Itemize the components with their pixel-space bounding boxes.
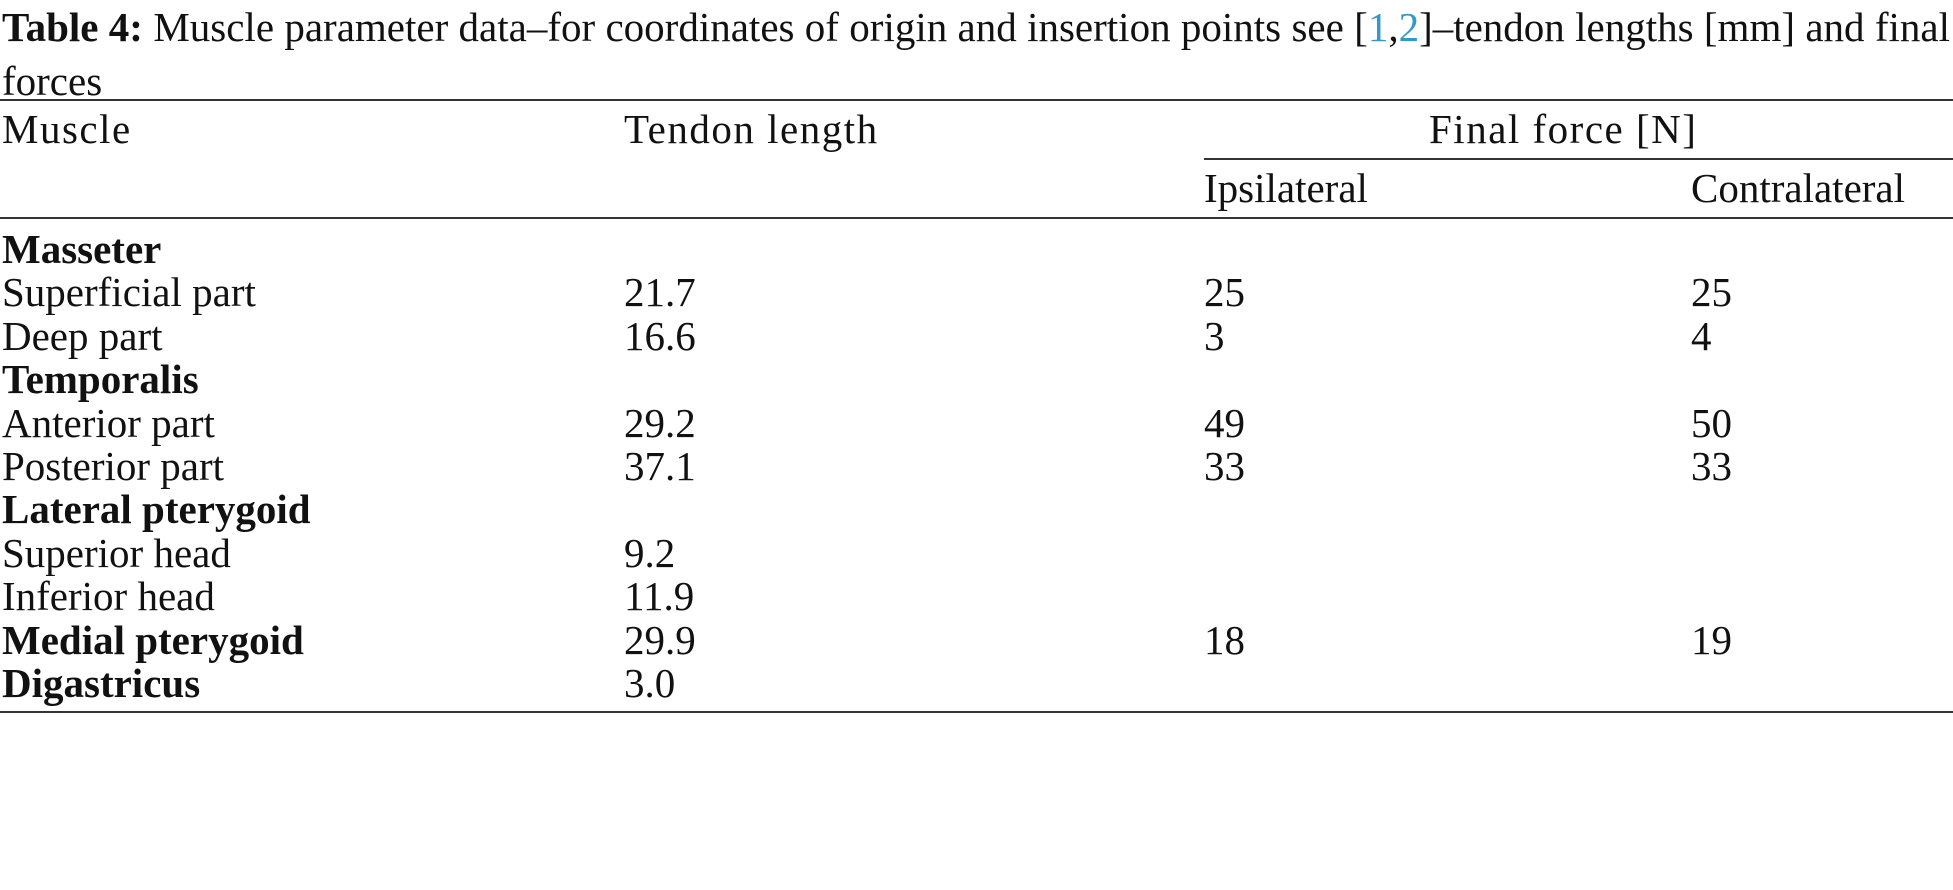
muscle-cell: Medial pterygoid (2, 616, 304, 663)
tendon-length-cell: 11.9 (624, 573, 695, 620)
muscle-cell: Superficial part (2, 269, 256, 316)
tendon-length-cell: 29.9 (624, 616, 696, 663)
top-rule (0, 99, 1953, 101)
ipsilateral-force-cell: 18 (1204, 616, 1245, 663)
muscle-cell: Digastricus (2, 660, 201, 706)
contralateral-force-cell: 19 (1691, 616, 1732, 663)
bottom-rule (0, 711, 1953, 713)
muscle-cell: Anterior part (2, 399, 215, 446)
tendon-length-cell: 3.0 (624, 660, 676, 706)
contralateral-force-cell: 50 (1691, 399, 1732, 446)
tendon-length-cell: 9.2 (624, 529, 676, 576)
header-muscle: Muscle (2, 106, 132, 152)
ipsilateral-force-cell: 33 (1204, 443, 1245, 489)
contralateral-force-cell: 25 (1691, 269, 1732, 316)
muscle-cell: Inferior head (2, 573, 215, 620)
caption-text-end: ]–tendon lengths [mm] and final forces (2, 4, 1950, 104)
header-contralateral: Contralateral (1691, 165, 1906, 211)
caption-label: Table 4: (2, 4, 143, 50)
table-caption: Table 4: Muscle parameter data–for coord… (2, 0, 1950, 108)
contralateral-force-cell: 4 (1691, 312, 1712, 359)
muscle-cell: Lateral pterygoid (2, 486, 311, 533)
tendon-length-cell: 16.6 (624, 312, 696, 359)
reference-separator: , (1388, 4, 1399, 50)
ipsilateral-force-cell: 49 (1204, 399, 1245, 446)
ipsilateral-force-cell: 3 (1204, 312, 1225, 359)
header-final-force: Final force [N] (1429, 106, 1698, 152)
header-ipsilateral: Ipsilateral (1204, 165, 1368, 211)
caption-text: Muscle parameter data–for coordinates of… (153, 4, 1368, 50)
tendon-length-cell: 29.2 (624, 399, 696, 446)
final-force-rule (1204, 158, 1953, 160)
header-rule (0, 217, 1953, 219)
muscle-cell: Posterior part (2, 443, 225, 489)
ipsilateral-force-cell: 25 (1204, 269, 1245, 316)
muscle-cell: Temporalis (2, 356, 199, 403)
muscle-cell: Deep part (2, 312, 163, 359)
reference-link-2[interactable]: 2 (1398, 4, 1420, 50)
header-tendon-length: Tendon length (624, 106, 879, 152)
reference-link-1[interactable]: 1 (1367, 4, 1389, 50)
tendon-length-cell: 21.7 (624, 269, 696, 316)
tendon-length-cell: 37.1 (624, 443, 696, 489)
muscle-cell: Masseter (2, 226, 162, 272)
contralateral-force-cell: 33 (1691, 443, 1732, 489)
muscle-cell: Superior head (2, 529, 231, 576)
